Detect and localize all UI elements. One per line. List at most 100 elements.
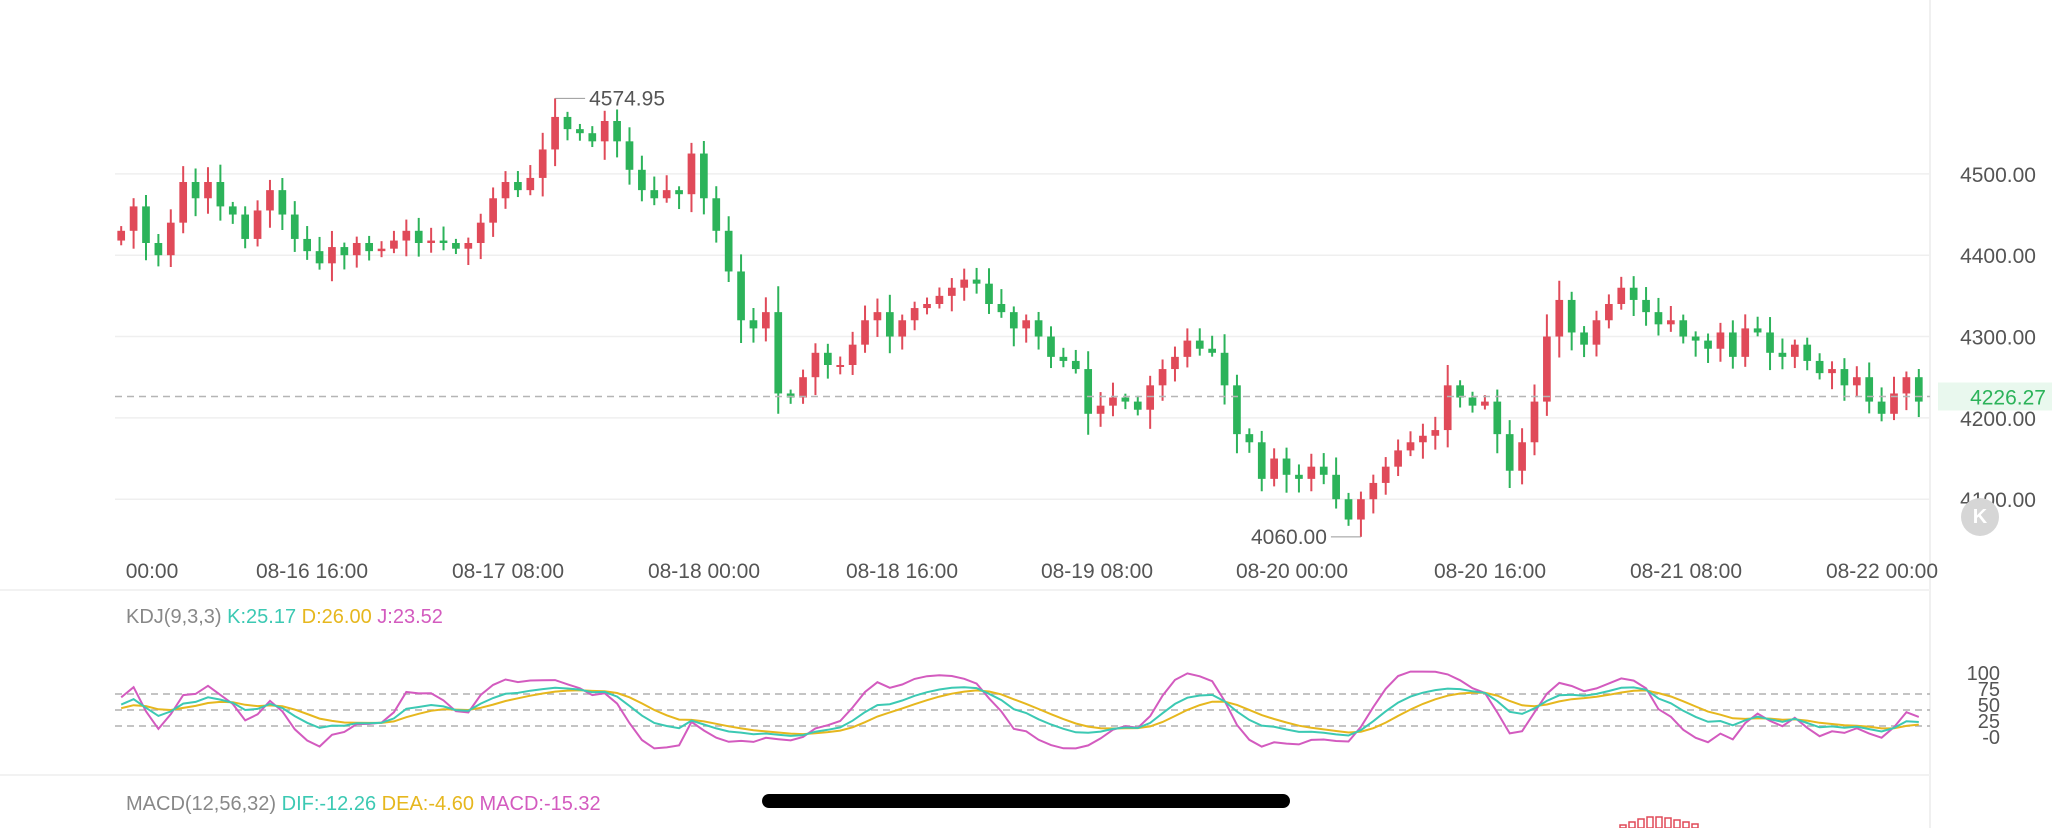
y-tick-label: 4200.00: [1960, 408, 2036, 431]
y-tick-label: 4400.00: [1960, 245, 2036, 268]
candle-body: [1381, 466, 1390, 483]
candle-body: [154, 243, 163, 256]
candle-body: [662, 190, 671, 199]
candle-body: [836, 365, 845, 367]
candle-body: [910, 308, 919, 321]
candle-body: [514, 182, 522, 191]
kdj-d-line: [120, 689, 1919, 736]
candle-body: [1890, 393, 1898, 414]
candle-body: [1158, 369, 1167, 386]
kdj-tick-label: 50: [1978, 695, 2000, 717]
candle-body: [1592, 320, 1601, 345]
candle-body: [390, 240, 398, 249]
candle-body: [638, 169, 646, 191]
candle-body: [1493, 401, 1502, 435]
candle-body: [1332, 474, 1340, 500]
kdj-title: KDJ(9,3,3): [126, 606, 227, 628]
candle-body: [700, 153, 708, 199]
x-tick-label: 08-17 08:00: [452, 560, 564, 583]
candle-body: [600, 121, 609, 142]
candle-body: [489, 198, 497, 223]
candle-body: [1344, 499, 1353, 520]
macd-dif-value: DIF:-12.26: [282, 793, 382, 815]
max-price-label: 4574.95: [589, 87, 665, 110]
candle-body: [1394, 450, 1402, 467]
candle-body: [923, 304, 931, 309]
candle-body: [1778, 352, 1787, 357]
y-tick-label: 4500.00: [1960, 164, 2036, 187]
candle-body: [576, 129, 584, 134]
candle-body: [885, 312, 894, 337]
candle-body: [650, 190, 659, 199]
x-tick-label: 08-22 00:00: [1826, 560, 1938, 583]
candle-body: [1803, 344, 1812, 361]
candle-body: [1319, 466, 1328, 475]
candle-body: [452, 243, 460, 249]
candle-body: [191, 182, 200, 199]
candle-body: [1443, 385, 1452, 431]
candle-body: [1914, 377, 1923, 402]
candle-body: [1034, 320, 1043, 337]
candle-body: [439, 240, 448, 243]
candle-body: [1233, 385, 1241, 435]
candle-body: [1109, 397, 1117, 406]
candle-body: [588, 133, 597, 142]
candle-body: [1121, 397, 1130, 402]
candle-body: [774, 312, 783, 394]
candle-body: [266, 190, 274, 211]
candle-body: [799, 377, 807, 398]
candle-body: [1617, 287, 1626, 304]
candle-body: [315, 251, 324, 264]
candle-body: [290, 214, 299, 239]
macd-hist-bar: [1637, 818, 1645, 829]
macd-hist-bar: [1646, 816, 1654, 829]
macd-hist-bar: [1628, 821, 1636, 829]
y-tick-label: 4300.00: [1960, 327, 2036, 350]
x-tick-label: 08-18 00:00: [648, 560, 760, 583]
candle-body: [129, 206, 138, 231]
candle-body: [1208, 348, 1217, 353]
candle-body: [1728, 332, 1737, 357]
kdj-d-value: D:26.00: [302, 606, 378, 628]
candle-body: [1357, 499, 1365, 520]
candle-body: [1667, 320, 1675, 325]
candle-body: [1468, 397, 1477, 406]
reset-view-button[interactable]: K: [1961, 498, 1999, 536]
candle-body: [972, 279, 981, 284]
candle-body: [625, 141, 634, 170]
candle-body: [737, 271, 745, 321]
candle-body: [675, 190, 683, 195]
candle-body: [1704, 340, 1712, 349]
candle-body: [823, 352, 832, 365]
candle-body: [762, 312, 770, 329]
candle-body: [1543, 336, 1551, 402]
candle-body: [241, 214, 250, 239]
candle-body: [1580, 332, 1588, 345]
candle-body: [228, 206, 237, 215]
candle-body: [1605, 304, 1613, 321]
candle-body: [551, 116, 559, 150]
macd-hist-bar: [1673, 819, 1681, 829]
macd-title: MACD(12,56,32): [126, 793, 282, 815]
candle-body: [848, 344, 857, 365]
candle-body: [861, 320, 869, 345]
candle-body: [427, 240, 435, 243]
candle-body: [563, 116, 572, 130]
candle-body: [1877, 401, 1886, 414]
candle-body: [253, 210, 262, 239]
candle-body: [1270, 458, 1278, 479]
home-indicator: [762, 794, 1290, 808]
candle-body: [935, 295, 944, 304]
kdj-j-line: [120, 670, 1920, 750]
x-tick-label: 08-20 16:00: [1434, 560, 1546, 583]
candle-body: [1431, 430, 1440, 436]
candle-body: [1084, 369, 1093, 414]
candle-body: [687, 153, 696, 195]
candle-body: [117, 230, 126, 241]
candle-body: [1790, 344, 1799, 357]
x-tick-label: 08-20 00:00: [1236, 560, 1348, 583]
candle-body: [1171, 356, 1179, 370]
candle-body: [1456, 385, 1464, 398]
candle-body: [1679, 320, 1688, 337]
